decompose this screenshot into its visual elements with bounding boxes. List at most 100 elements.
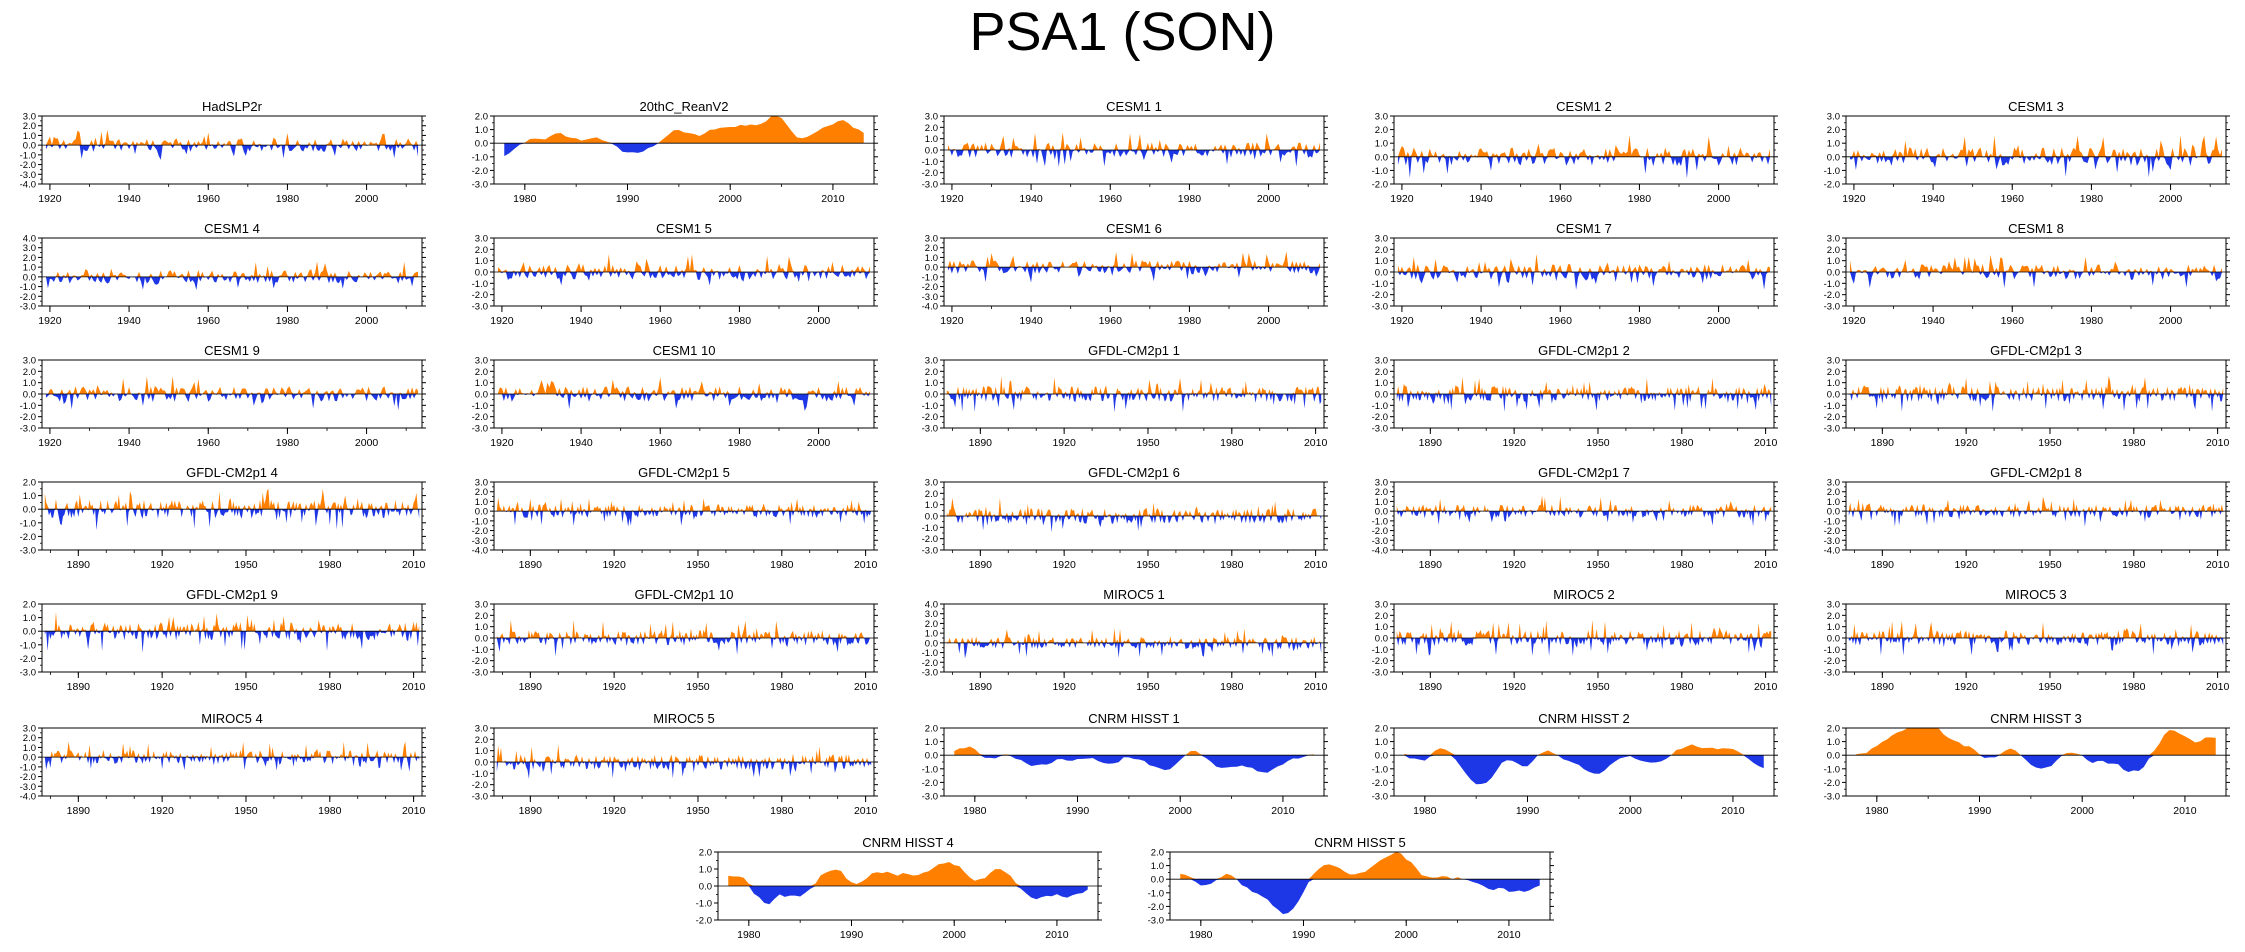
x-tick-label: 1990 xyxy=(1066,805,1090,817)
negative-area xyxy=(954,755,1314,773)
negative-area xyxy=(947,267,1321,283)
positive-area xyxy=(504,116,864,144)
x-tick-label: 1950 xyxy=(234,559,258,571)
y-tick-label: -2.0 xyxy=(1824,180,1840,191)
negative-area xyxy=(1396,394,1772,412)
y-tick-label: 3.0 xyxy=(1827,600,1840,611)
y-tick-label: 1.0 xyxy=(475,746,488,757)
y-tick-label: 0.0 xyxy=(1827,152,1840,163)
negative-area xyxy=(1397,272,1771,290)
y-tick-label: 3.0 xyxy=(475,234,488,245)
panel-2: 20thC_ReanV2 2.0 1.0 0.0 -1.0 -2.0 -3.0 1980 199… xyxy=(472,99,878,205)
y-tick-label: 1.0 xyxy=(925,378,938,389)
x-tick-label: 1980 xyxy=(1628,315,1652,327)
y-tick-label: -1.0 xyxy=(1372,401,1388,412)
y-tick-label: 2.0 xyxy=(1827,487,1840,498)
y-tick-label: 0.0 xyxy=(23,390,36,401)
x-tick-label: 1920 xyxy=(150,805,174,817)
y-tick-label: -3.0 xyxy=(1372,424,1388,435)
panel-title: CESM1 9 xyxy=(204,343,260,358)
y-tick-label: -1.0 xyxy=(20,762,36,773)
x-tick-label: 1980 xyxy=(318,559,342,571)
x-tick-label: 1890 xyxy=(1419,437,1443,449)
negative-area xyxy=(496,638,872,657)
x-tick-label: 1980 xyxy=(318,681,342,693)
y-tick-label: 3.0 xyxy=(1375,356,1388,367)
y-tick-label: 4.0 xyxy=(925,600,938,611)
y-tick-label: -1.0 xyxy=(472,152,488,163)
plot-frame xyxy=(493,115,875,185)
y-tick-label: 2.0 xyxy=(475,611,488,622)
y-tick-label: -2.0 xyxy=(922,282,938,293)
y-tick-label: 1.0 xyxy=(1375,497,1388,508)
positive-area xyxy=(946,497,1322,516)
y-tick-label: -2.0 xyxy=(1372,656,1388,667)
y-tick-label: -1.0 xyxy=(472,769,488,780)
y-tick-label: -3.0 xyxy=(1824,668,1840,679)
y-tick-label: 1.0 xyxy=(23,743,36,754)
y-tick-label: 1.0 xyxy=(1375,378,1388,389)
x-tick-label: 1940 xyxy=(1469,193,1493,205)
x-tick-label: 1920 xyxy=(1842,315,1866,327)
x-tick-label: 1940 xyxy=(117,315,141,327)
y-tick-label: -2.0 xyxy=(1372,526,1388,537)
y-tick-label: -1.0 xyxy=(472,645,488,656)
y-tick-label: 0.0 xyxy=(23,753,36,764)
panel-title: CNRM HISST 2 xyxy=(1538,711,1630,726)
x-tick-label: 1980 xyxy=(1670,437,1694,449)
y-tick-label: -2.0 xyxy=(922,534,938,545)
y-tick-label: -3.0 xyxy=(472,424,488,435)
x-tick-label: 2000 xyxy=(355,437,379,449)
y-tick-label: 2.0 xyxy=(925,724,938,735)
y-tick-label: -2.0 xyxy=(922,412,938,423)
x-tick-label: 1980 xyxy=(728,315,752,327)
plot-frame xyxy=(1393,481,1775,551)
x-tick-label: 1890 xyxy=(519,805,543,817)
y-tick-label: 3.0 xyxy=(1827,234,1840,245)
negative-area xyxy=(1848,394,2224,412)
x-tick-label: 1890 xyxy=(67,559,91,571)
negative-area xyxy=(728,886,1088,905)
x-tick-label: 1890 xyxy=(1871,681,1895,693)
x-tick-label: 2010 xyxy=(1304,559,1328,571)
positive-area xyxy=(1848,496,2224,512)
y-tick-label: -2.0 xyxy=(1372,180,1388,191)
negative-area xyxy=(496,762,872,779)
y-tick-label: 1.0 xyxy=(1151,861,1164,872)
x-tick-label: 1980 xyxy=(1628,193,1652,205)
y-tick-label: 0.0 xyxy=(925,390,938,401)
x-tick-label: 1980 xyxy=(513,193,537,205)
x-tick-label: 1890 xyxy=(67,681,91,693)
x-tick-label: 1980 xyxy=(2122,437,2146,449)
x-tick-label: 1940 xyxy=(1921,193,1945,205)
y-tick-label: 0.0 xyxy=(23,505,36,516)
positive-area xyxy=(45,261,419,277)
y-tick-label: -3.0 xyxy=(472,536,488,547)
y-tick-label: 1.0 xyxy=(475,125,488,136)
y-tick-label: 1.0 xyxy=(1827,256,1840,267)
y-tick-label: 0.0 xyxy=(925,638,938,649)
y-tick-label: 3.0 xyxy=(475,724,488,735)
y-tick-label: 0.0 xyxy=(1375,268,1388,279)
y-tick-label: 1.0 xyxy=(1827,378,1840,389)
x-tick-label: 2010 xyxy=(1754,559,1778,571)
y-tick-label: 1.0 xyxy=(1375,737,1388,748)
x-tick-label: 1890 xyxy=(1419,559,1443,571)
y-tick-label: 3.0 xyxy=(475,356,488,367)
y-tick-label: 3.0 xyxy=(1375,112,1388,123)
x-tick-label: 2000 xyxy=(719,193,743,205)
x-tick-label: 2000 xyxy=(1257,315,1281,327)
y-tick-label: -3.0 xyxy=(1824,424,1840,435)
y-tick-label: 2.0 xyxy=(23,253,36,264)
y-tick-label: 0.0 xyxy=(475,758,488,769)
x-tick-label: 1920 xyxy=(602,559,626,571)
x-tick-label: 1940 xyxy=(117,437,141,449)
panel-title: CNRM HISST 5 xyxy=(1314,835,1406,850)
y-tick-label: 2.0 xyxy=(1827,367,1840,378)
negative-area xyxy=(1404,755,1764,785)
x-tick-label: 1940 xyxy=(569,437,593,449)
x-tick-label: 1980 xyxy=(728,437,752,449)
y-tick-label: -2.0 xyxy=(472,526,488,537)
